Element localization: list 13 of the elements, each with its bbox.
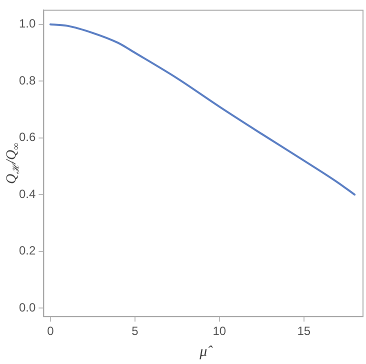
y-tick-label: 0.6	[18, 130, 36, 144]
y-axis-title: Qℋ/Q∞	[4, 142, 22, 184]
y-tick-label: 1.0	[18, 16, 36, 31]
y-tick-label: 0.8	[18, 73, 36, 88]
x-tick-label: 15	[297, 324, 311, 338]
y-tick-label: 0.4	[18, 186, 36, 201]
x-tick-label: 10	[212, 324, 226, 338]
x-tick-label: 5	[132, 324, 139, 338]
x-axis-title: μ̂	[198, 344, 214, 360]
y-tick-label: 0.2	[18, 244, 36, 258]
x-tick-label: 0	[47, 324, 54, 338]
y-tick-label: 0.0	[18, 300, 36, 314]
line-series	[49, 23, 356, 196]
